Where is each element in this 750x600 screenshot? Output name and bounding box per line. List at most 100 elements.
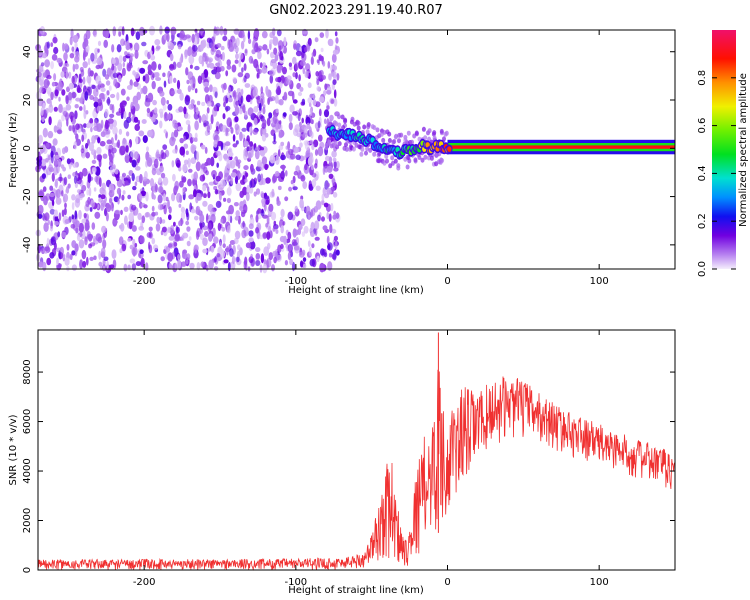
spectrogram-noise-cell [72, 34, 79, 43]
spectrogram-noise-cell [335, 161, 340, 169]
colorbar-tick-label: 0.2 [697, 213, 708, 229]
spectrogram-noise-cell [261, 30, 268, 39]
spectrogram-noise-cell [112, 164, 116, 170]
spectrogram-noise-cell [227, 214, 231, 222]
spectrogram-halo-cell [414, 130, 419, 136]
spectrogram-noise-cell [83, 104, 86, 112]
spectrogram-noise-cell [194, 244, 198, 254]
spectrogram-noise-cell [306, 122, 311, 130]
spectrogram-noise-cell [244, 256, 248, 266]
spectrogram-noise-cell [163, 111, 169, 122]
spectrogram-noise-cell [193, 189, 197, 198]
spectrogram-noise-cell [243, 140, 249, 148]
spectrogram-noise-cell [110, 93, 116, 99]
spectrogram-noise-cell [265, 177, 271, 184]
spectrogram-noise-cell [272, 27, 276, 36]
spectrogram-noise-cell [255, 63, 260, 72]
spectrogram-halo-cell [372, 125, 377, 131]
spectrogram-noise-cell [132, 185, 137, 191]
spectrogram-noise-cell [112, 72, 118, 79]
spectrogram-noise-cell [92, 29, 98, 38]
spectrogram-noise-cell [228, 204, 235, 215]
spectrogram-noise-cell [88, 234, 93, 242]
spectrogram-noise-cell [261, 198, 266, 205]
spectrogram-noise-cell [190, 208, 196, 214]
spectrogram-noise-cell [53, 73, 57, 81]
spectrogram-noise-cell [181, 261, 187, 267]
spectrogram-noise-cell [277, 149, 281, 157]
spectrogram-noise-cell [332, 251, 337, 261]
spectrogram-noise-cell [326, 235, 330, 245]
spectrogram-halo-cell [427, 128, 432, 134]
spectrogram-noise-cell [248, 237, 254, 243]
spectrogram-noise-cell [134, 124, 140, 131]
spectrogram-noise-cell [103, 39, 108, 49]
spectrogram-noise-cell [87, 67, 92, 77]
spectrogram-noise-cell [120, 38, 126, 47]
spectrogram-noise-cell [262, 232, 267, 240]
spectrogram-noise-cell [45, 107, 49, 114]
spectrogram-noise-cell [86, 74, 92, 84]
spectrogram-noise-cell [326, 211, 330, 220]
spectrogram-noise-cell [55, 188, 61, 198]
spectrogram-noise-cell [122, 61, 126, 68]
spectrogram-noise-cell [195, 230, 200, 241]
spectrogram-noise-cell [159, 120, 163, 129]
spectrogram-noise-cell [262, 106, 266, 115]
spectrogram-noise-cell [196, 262, 201, 271]
spectrogram-noise-cell [305, 116, 311, 125]
spectrogram-noise-cell [320, 248, 325, 256]
spectrogram-noise-cell [71, 75, 75, 84]
spectrogram-noise-cell [43, 222, 49, 233]
spectrogram-noise-cell [62, 193, 69, 203]
spectrogram-noise-cell [61, 209, 65, 217]
spectrogram-noise-cell [36, 159, 42, 167]
spectrogram-noise-cell [96, 154, 103, 161]
spectrogram-noise-cell [92, 96, 99, 102]
spectrogram-noise-cell [38, 261, 44, 268]
spectrogram-noise-cell [326, 90, 332, 95]
spectrogram-noise-cell [180, 235, 185, 242]
spectrogram-noise-cell [282, 66, 287, 75]
spectrogram-noise-cell [233, 42, 237, 50]
spectrogram-halo-cell [390, 155, 395, 161]
spectrogram-noise-cell [279, 51, 284, 61]
spectrogram-noise-cell [204, 231, 209, 237]
spectrogram-noise-cell [192, 45, 198, 52]
spectrogram-noise-cell [302, 67, 306, 75]
spectrogram-noise-cell [160, 256, 165, 262]
spectrogram-noise-cell [141, 119, 147, 124]
spectrogram-noise-cell [171, 90, 175, 95]
spectrogram-noise-cell [75, 133, 79, 141]
spectrogram-noise-cell [222, 113, 226, 120]
y-tick-label: 0 [22, 145, 33, 151]
spectrogram-noise-cell [216, 126, 219, 132]
spectrogram-noise-cell [154, 107, 158, 114]
spectrogram-noise-cell [247, 107, 254, 117]
spectrogram-noise-cell [241, 127, 247, 132]
spectrogram-noise-cell [233, 28, 240, 35]
spectrogram-noise-cell [163, 204, 167, 215]
spectrogram-noise-cell [116, 44, 122, 53]
spectrogram-noise-cell [108, 85, 112, 92]
spectrogram-noise-cell [295, 72, 298, 80]
spectrogram-noise-cell [54, 89, 59, 97]
spectrogram-noise-cell [302, 181, 308, 190]
chart-title: GN02.2023.291.19.40.R07 [269, 3, 443, 18]
spectrogram-halo-cell [397, 138, 401, 144]
spectrogram-noise-cell [332, 157, 337, 162]
spectrogram-noise-cell [45, 142, 50, 149]
spectrogram-noise-cell [57, 119, 62, 128]
spectrogram-noise-cell [233, 90, 237, 100]
spectrogram-noise-cell [255, 260, 261, 266]
spectrogram-noise-cell [151, 211, 156, 217]
spectrogram-noise-cell [160, 96, 166, 106]
spectrogram-frame [37, 29, 676, 270]
spectrogram-noise-cell [162, 176, 169, 186]
spectrogram-noise-cell [280, 243, 284, 249]
spectrogram-noise-cell [117, 62, 123, 72]
spectrogram-noise-cell [105, 212, 109, 222]
spectrogram-noise-cell [201, 40, 206, 49]
spectrogram-noise-cell [325, 28, 329, 39]
spectrogram-noise-cell [233, 157, 237, 167]
